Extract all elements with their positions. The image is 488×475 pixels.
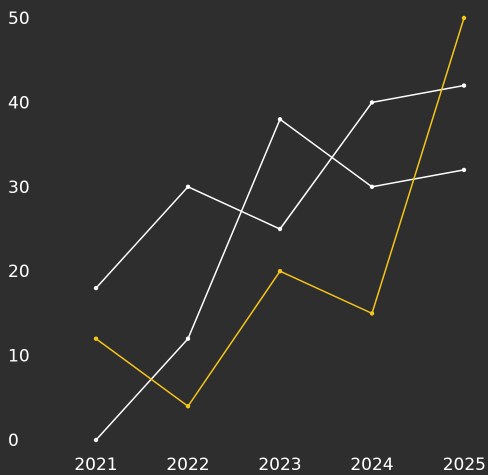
series-lines: [93, 15, 467, 443]
data-point: [277, 226, 283, 232]
data-point: [461, 167, 467, 173]
x-tick-label: 2021: [74, 455, 117, 475]
data-point: [369, 184, 375, 189]
data-point: [185, 184, 191, 189]
y-tick-label: 0: [8, 431, 19, 451]
series-2: [93, 117, 467, 443]
series-3: [93, 15, 467, 409]
y-tick-label: 30: [8, 178, 30, 198]
data-point: [369, 311, 375, 316]
x-tick-label: 2024: [350, 455, 393, 475]
y-tick-label: 40: [8, 93, 30, 113]
y-tick-label: 20: [8, 262, 30, 282]
x-tick-label: 2023: [258, 455, 301, 475]
data-point: [185, 336, 191, 341]
y-axis-tick-labels: 0 10 20 30 40 50: [8, 9, 30, 451]
data-point: [185, 404, 191, 409]
data-point: [461, 83, 467, 88]
data-point: [277, 117, 283, 122]
y-tick-label: 50: [8, 9, 30, 29]
x-axis-tick-labels: 2021 2022 2023 2024 2025: [74, 455, 486, 475]
x-tick-label: 2022: [166, 455, 209, 475]
data-point: [277, 269, 283, 274]
data-point: [369, 100, 375, 105]
data-point: [93, 285, 99, 291]
x-tick-label: 2025: [443, 455, 486, 475]
data-point: [93, 437, 99, 443]
data-point: [93, 336, 99, 341]
series-line: [95, 17, 465, 408]
data-point: [461, 15, 467, 21]
series-line: [95, 118, 465, 441]
series-1: [93, 83, 467, 291]
y-tick-label: 10: [8, 347, 30, 367]
series-line: [95, 84, 465, 289]
